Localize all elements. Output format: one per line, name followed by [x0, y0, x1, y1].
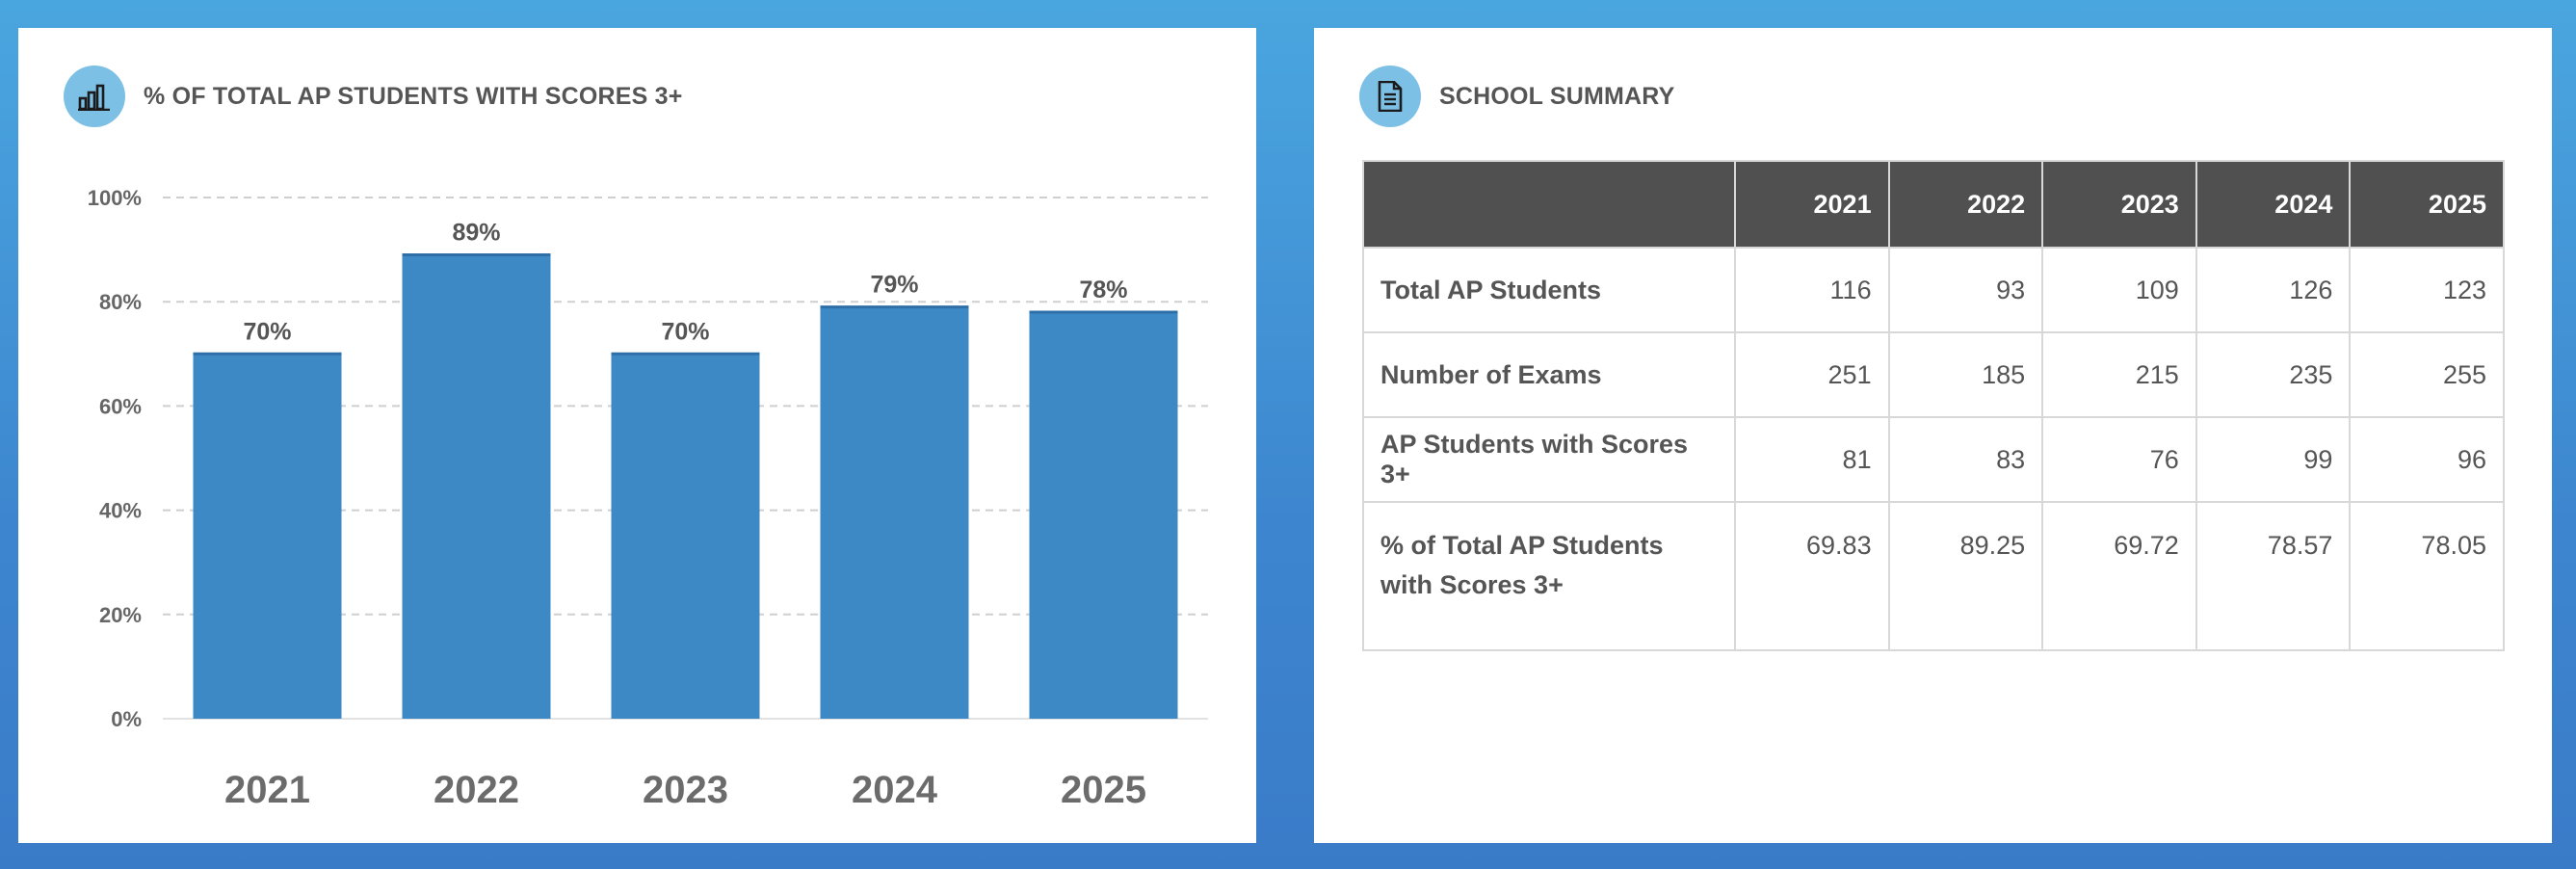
summary-title: SCHOOL SUMMARY: [1439, 82, 1675, 110]
table-cell: 235: [2195, 331, 2352, 418]
table-cell: 78.05: [2349, 501, 2505, 651]
table-row: Number of Exams 251 185 215 235 255: [1362, 331, 2505, 418]
bar: [193, 354, 342, 719]
x-tick-label: 2025: [1061, 769, 1146, 811]
bar-chart: 0% 20% 40% 60% 80% 100% 70% 2021 89% 2022 70% 2023 7…: [88, 186, 1208, 811]
table-cell: 123: [2349, 247, 2505, 333]
data-label: 79%: [870, 272, 918, 299]
x-tick-label: 2023: [643, 769, 728, 811]
x-tick-label: 2022: [434, 769, 519, 811]
y-tick-label: 0%: [111, 707, 142, 731]
y-tick-label: 60%: [99, 394, 142, 418]
row-label: Total AP Students: [1362, 247, 1736, 333]
table-row: AP Students with Scores 3+ 81 83 76 99 9…: [1362, 416, 2505, 503]
table-header-year: 2025: [2349, 160, 2505, 249]
table-header-row: 2021 2022 2023 2024 2025: [1362, 160, 2505, 249]
x-tick-label: 2024: [852, 769, 938, 811]
table-cell: 69.72: [2041, 501, 2197, 651]
document-icon: [1359, 66, 1421, 127]
table-cell: 83: [1887, 416, 2044, 503]
data-label: 70%: [661, 318, 709, 345]
bar: [820, 306, 969, 719]
y-tick-label: 20%: [99, 603, 142, 627]
table-header-year: 2023: [2041, 160, 2197, 249]
table-row: Total AP Students 116 93 109 126 123: [1362, 247, 2505, 333]
table-header-year: 2021: [1734, 160, 1890, 249]
chart-header: % OF TOTAL AP STUDENTS WITH SCORES 3+: [64, 66, 683, 127]
table-header-corner: [1362, 160, 1736, 249]
summary-panel: SCHOOL SUMMARY 2021 2022 2023 2024 2025 …: [1314, 28, 2552, 843]
table-cell: 93: [1887, 247, 2044, 333]
table-row: % of Total AP Students with Scores 3+ 69…: [1362, 501, 2505, 651]
row-label: AP Students with Scores 3+: [1362, 416, 1736, 503]
chart-title: % OF TOTAL AP STUDENTS WITH SCORES 3+: [144, 82, 683, 110]
data-label: 89%: [452, 220, 500, 247]
table-header-year: 2024: [2195, 160, 2352, 249]
table-cell: 69.83: [1734, 501, 1890, 651]
table-cell: 96: [2349, 416, 2505, 503]
table-cell: 99: [2195, 416, 2352, 503]
table-cell: 185: [1887, 331, 2044, 418]
table-header-year: 2022: [1887, 160, 2044, 249]
x-tick-label: 2021: [224, 769, 310, 811]
y-tick-label: 80%: [99, 290, 142, 314]
chart-panel: 0% 20% 40% 60% 80% 100% 70% 2021 89% 2022 70% 2023 7…: [18, 28, 1256, 843]
table-cell: 116: [1734, 247, 1890, 333]
table-cell: 126: [2195, 247, 2352, 333]
bar: [611, 354, 760, 719]
summary-header: SCHOOL SUMMARY: [1359, 66, 1674, 127]
row-label: Number of Exams: [1362, 331, 1736, 418]
y-tick-label: 40%: [99, 499, 142, 523]
table-cell: 215: [2041, 331, 2197, 418]
table-cell: 255: [2349, 331, 2505, 418]
table-cell: 76: [2041, 416, 2197, 503]
y-tick-label: 100%: [88, 186, 142, 210]
summary-table: 2021 2022 2023 2024 2025 Total AP Studen…: [1362, 160, 2505, 651]
row-label: % of Total AP Students with Scores 3+: [1362, 501, 1736, 651]
bar: [1029, 312, 1178, 719]
data-label: 70%: [243, 318, 291, 345]
table-cell: 251: [1734, 331, 1890, 418]
table-cell: 81: [1734, 416, 1890, 503]
data-label: 78%: [1079, 276, 1127, 303]
bar: [402, 254, 551, 719]
table-cell: 89.25: [1887, 501, 2044, 651]
bar-chart-icon: [64, 66, 125, 127]
table-cell: 109: [2041, 247, 2197, 333]
table-cell: 78.57: [2195, 501, 2352, 651]
